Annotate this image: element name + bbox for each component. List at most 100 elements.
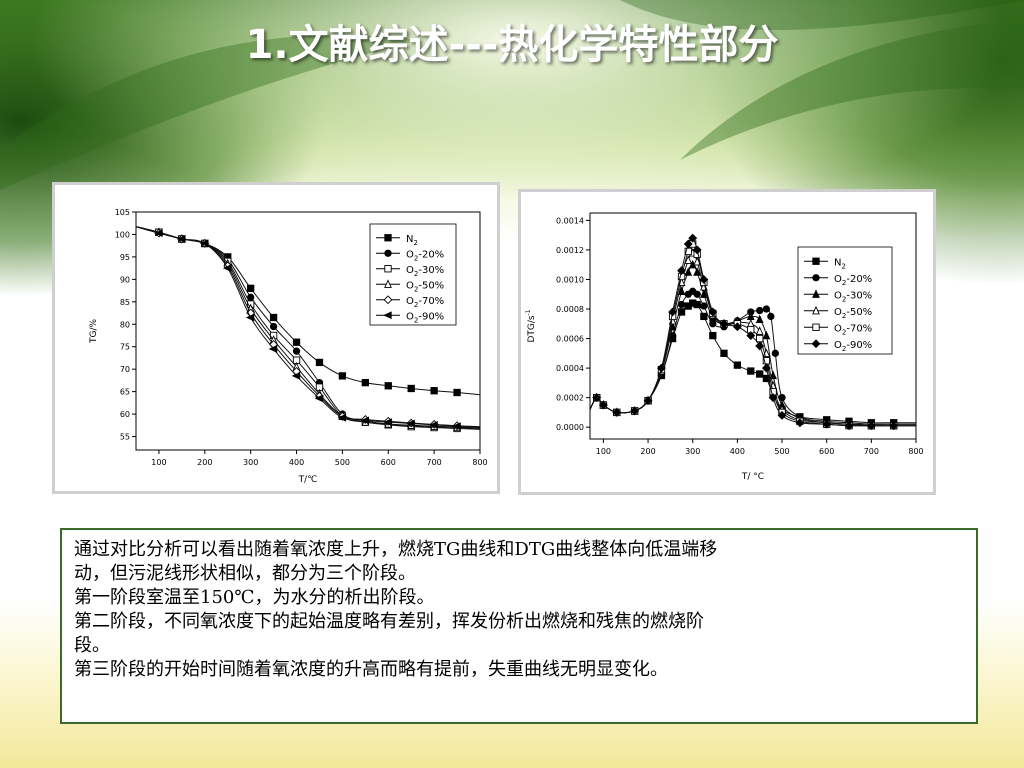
chart1-data-point [338, 372, 347, 380]
chart1-data-point [269, 322, 278, 331]
chart2-data-point [822, 419, 832, 429]
chart1-x-tick-label: 800 [472, 458, 487, 467]
chart2-data-point [693, 267, 702, 276]
chart1-data-point [337, 413, 347, 422]
chart1-data-point [154, 229, 163, 238]
chart2-data-point [688, 233, 698, 243]
chart1-y-tick-label: 100 [115, 230, 130, 239]
chart2-data-point [756, 306, 764, 315]
chart2-data-point [612, 407, 622, 417]
chart2-data-point [677, 300, 686, 309]
chart2-data-point [746, 331, 756, 341]
chart1-data-point [407, 384, 415, 393]
chart2-data-point [684, 255, 693, 264]
chart2-legend-marker [812, 257, 820, 265]
chart1-legend-marker [384, 265, 392, 273]
chart2-data-point [777, 410, 787, 420]
chart2-data-point [693, 290, 701, 298]
chart2-y-tick-label: 0.0006 [556, 335, 584, 344]
chart1-x-tick-label: 100 [151, 458, 166, 467]
chart1-data-point [268, 345, 278, 353]
leaf-decoration [0, 0, 1024, 190]
chart1-y-tick-label: 80 [120, 320, 130, 329]
chart1-x-tick-label: 200 [197, 458, 212, 467]
chart2-data-point [756, 370, 764, 378]
chart2-data-point [755, 326, 764, 335]
chart2-data-point [700, 302, 708, 310]
chart1-legend-marker [383, 295, 393, 305]
chart1-data-point [361, 378, 369, 387]
chart1-y-tick-label: 105 [115, 208, 130, 217]
chart2-data-point [677, 308, 686, 316]
chart1-data-point [291, 372, 301, 380]
chart1-y-tick-label: 55 [120, 433, 130, 442]
chart1-legend-label: O2-90% [406, 311, 444, 324]
summary-textbox: 通过对比分析可以看出随着氧浓度上升，燃烧TG曲线和DTG曲线整体向低温端移 动，… [60, 528, 978, 724]
chart1-data-point [269, 313, 278, 322]
chart1-data-point [245, 313, 255, 322]
chart1-x-tick-label: 300 [243, 458, 258, 467]
chart2-data-point [709, 320, 717, 328]
chart2-legend-marker [812, 323, 820, 331]
chart2-data-point [756, 334, 764, 343]
chart2-legend-marker [811, 339, 821, 349]
chart2-plot-frame [589, 212, 917, 440]
chart2-data-point [699, 275, 709, 284]
chart2-data-point [719, 319, 729, 329]
chart2-data-point [762, 305, 771, 313]
chart2-legend-marker [812, 289, 820, 298]
chart2-x-tick-label: 700 [864, 447, 879, 456]
chart1-data-point [360, 416, 369, 425]
chart1-legend-marker [384, 249, 392, 257]
chart2-y-tick-label: 0.0000 [556, 423, 584, 432]
chart2-y-tick-label: 0.0014 [556, 216, 584, 225]
chart2-data-point [598, 400, 608, 410]
chart2-data-point [771, 349, 779, 357]
chart2-data-point [733, 361, 742, 369]
summary-line-5: 段。 [74, 635, 110, 656]
chart1-x-tick-label: 600 [381, 458, 396, 467]
chart2-data-point [795, 418, 805, 428]
chart1-y-axis-label: TG/% [89, 319, 99, 345]
chart2-data-point [683, 239, 693, 249]
chart2-legend-label: O2-90% [834, 340, 872, 353]
chart2-data-point [692, 245, 702, 255]
chart1-legend-label: O2-50% [406, 280, 444, 293]
chart1-plot-frame [135, 211, 481, 451]
chart2-legend-label: N2 [834, 257, 846, 270]
chart1-legend-label: O2-70% [406, 296, 444, 309]
chart2-y-tick-label: 0.0008 [556, 305, 584, 314]
summary-line-3: 第一阶段室温至150℃，为水分的析出阶段。 [74, 587, 435, 608]
chart2-data-point [866, 421, 876, 431]
chart2-y-tick-label: 0.0012 [556, 246, 584, 255]
chart2-data-point [747, 367, 755, 375]
chart1-data-point [452, 422, 461, 431]
chart1-legend-label: O2-20% [406, 249, 444, 262]
chart2-x-tick-label: 200 [640, 447, 655, 456]
chart2-data-point [693, 300, 701, 309]
chart2-data-point [767, 312, 775, 321]
chart2-x-tick-label: 100 [596, 447, 611, 456]
chart2-data-point [684, 267, 693, 276]
chart2-data-point [755, 314, 764, 324]
chart1-y-tick-label: 65 [120, 388, 130, 397]
chart1-legend-marker [384, 279, 392, 288]
chart2-legend-label: O2-30% [834, 290, 872, 303]
chart2-data-point [762, 330, 771, 340]
chart2-data-point [761, 363, 771, 373]
chart1-data-point [292, 338, 301, 346]
chart1-data-point [314, 394, 324, 403]
chart2-legend-label: O2-50% [834, 307, 872, 320]
chart2-data-point [708, 307, 718, 317]
chart2-data-point [630, 406, 640, 416]
chart2-legend-label: O2-20% [834, 274, 872, 287]
chart2-data-point [700, 312, 708, 321]
chart2-data-point [643, 396, 653, 406]
chart1-data-point [453, 388, 461, 397]
chart1-data-point [199, 239, 209, 248]
chart2-y-tick-label: 0.0010 [556, 275, 584, 284]
summary-line-1: 通过对比分析可以看出随着氧浓度上升，燃烧TG曲线和DTG曲线整体向低温端移 [74, 539, 718, 560]
chart1-legend [369, 223, 457, 326]
chart1-y-tick-label: 95 [120, 253, 130, 262]
chart1-x-axis-label: T/℃ [298, 475, 318, 485]
